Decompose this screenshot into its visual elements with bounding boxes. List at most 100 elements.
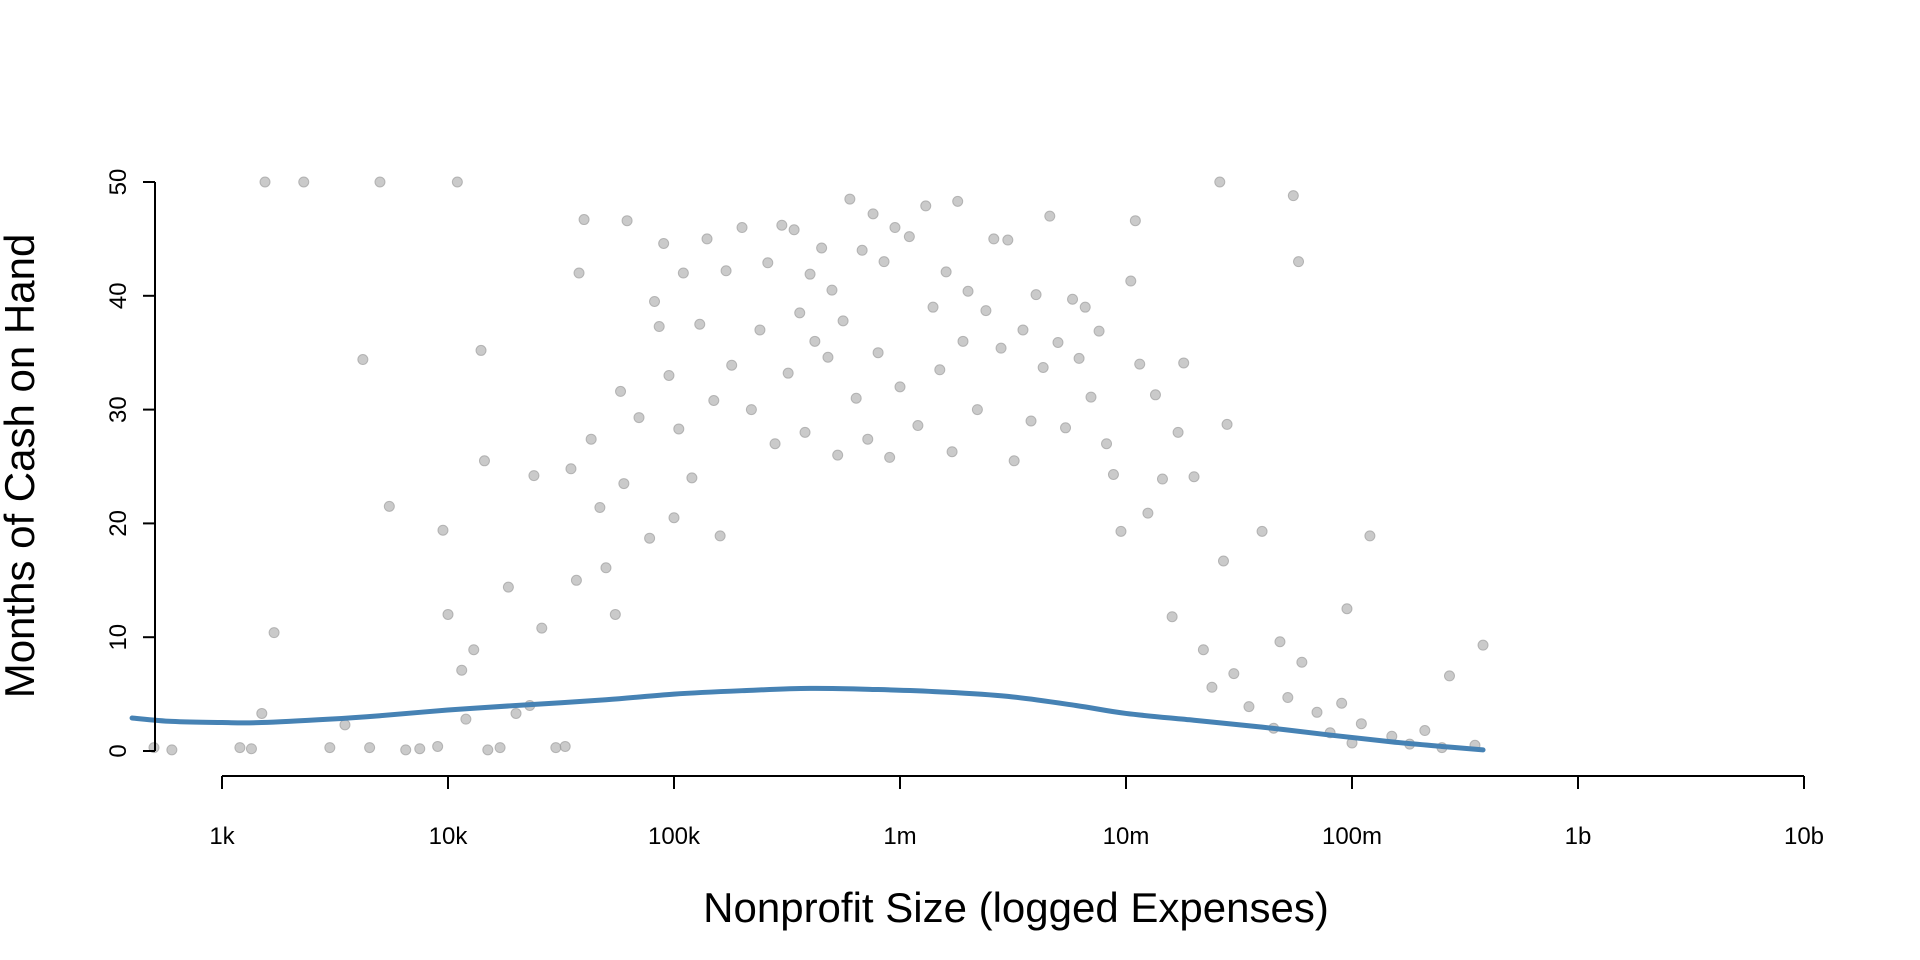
scatter-point: [1221, 418, 1233, 430]
x-tick-label: 1k: [209, 823, 235, 850]
x-tick-label: 100k: [648, 823, 701, 850]
scatter-points: [148, 176, 1489, 756]
scatter-point: [1079, 301, 1091, 313]
scatter-point: [383, 500, 395, 512]
smooth-trend-line: [129, 685, 1486, 753]
scatter-point: [980, 305, 992, 317]
scatter-point: [686, 472, 698, 484]
scatter-point: [952, 195, 964, 207]
scatter-point: [940, 266, 952, 278]
scatter-point: [903, 231, 915, 243]
scatter-point: [1419, 725, 1431, 737]
x-tick-label: 10m: [1103, 823, 1150, 850]
y-axis-title: Months of Cash on Hand: [0, 234, 43, 699]
y-tick-label: 30: [105, 396, 132, 423]
scatter-point: [708, 394, 720, 406]
scatter-point: [844, 193, 856, 205]
x-axis: 1k 10k 100k 1m 10m 100m 1b 10b: [209, 775, 1824, 850]
y-tick-label: 10: [105, 624, 132, 651]
scatter-point: [1017, 324, 1029, 336]
scatter-point: [1287, 190, 1299, 202]
scatter-point: [794, 307, 806, 319]
scatter-point: [1142, 507, 1154, 519]
scatter-point: [988, 233, 1000, 245]
scatter-point: [788, 224, 800, 236]
scatter-point: [633, 412, 645, 424]
scatter-point: [1134, 358, 1146, 370]
scatter-point: [456, 664, 468, 676]
scatter-point: [565, 463, 577, 475]
scatter-point: [946, 446, 958, 458]
scatter-point: [769, 438, 781, 450]
scatter-point: [736, 222, 748, 234]
scatter-point: [1206, 681, 1218, 693]
scatter-point: [822, 351, 834, 363]
scatter-point: [782, 367, 794, 379]
scatter-point: [1311, 706, 1323, 718]
scatter-point: [1341, 603, 1353, 615]
scatter-point: [1067, 293, 1079, 305]
scatter-point: [451, 176, 463, 188]
scatter-point: [528, 470, 540, 482]
scatter-point: [1101, 438, 1113, 450]
scatter-point: [1002, 234, 1014, 246]
scatter-point: [259, 176, 271, 188]
x-tick-label: 1b: [1565, 823, 1592, 850]
scatter-point: [364, 742, 376, 754]
scatter-point: [832, 449, 844, 461]
scatter-point: [668, 512, 680, 524]
scatter-point: [585, 433, 597, 445]
scatter-point: [826, 284, 838, 296]
scatter-point: [1037, 361, 1049, 373]
scatter-point: [550, 742, 562, 754]
y-tick-label: 40: [105, 282, 132, 309]
scatter-point: [502, 581, 514, 593]
scatter-point: [1443, 670, 1455, 682]
scatter-point: [460, 713, 472, 725]
scatter-point: [1214, 176, 1226, 188]
scatter-point: [357, 354, 369, 366]
scatter-point: [889, 222, 901, 234]
scatter-point: [1166, 611, 1178, 623]
scatter-point: [400, 744, 412, 756]
scatter-point: [1274, 636, 1286, 648]
scatter-point: [374, 176, 386, 188]
scatter-point: [653, 321, 665, 333]
scatter-point: [1296, 656, 1308, 668]
scatter-point: [298, 176, 310, 188]
scatter-point: [536, 622, 548, 634]
scatter-point: [726, 359, 738, 371]
scatter-point: [649, 295, 661, 307]
scatter-point: [1256, 525, 1268, 537]
scatter-point: [600, 562, 612, 574]
scatter-point: [957, 335, 969, 347]
x-tick-label: 10b: [1784, 823, 1824, 850]
x-tick-label: 100m: [1322, 823, 1382, 850]
scatter-point: [1093, 325, 1105, 337]
scatter-point: [884, 451, 896, 463]
trend-line-path: [129, 685, 1486, 753]
x-tick-label: 10k: [429, 823, 469, 850]
scatter-point: [494, 742, 506, 754]
scatter-point: [510, 707, 522, 719]
scatter-point: [971, 404, 983, 416]
scatter-point: [694, 318, 706, 330]
scatter-point: [776, 219, 788, 231]
scatter-point: [1282, 692, 1294, 704]
scatter-point: [878, 256, 890, 268]
scatter-point: [594, 501, 606, 513]
scatter-point: [621, 215, 633, 227]
scatter-point: [475, 344, 487, 356]
scatter-point: [1364, 530, 1376, 542]
scatter-point: [1030, 289, 1042, 301]
scatter-point: [1197, 644, 1209, 656]
scatter-point: [1115, 525, 1127, 537]
scatter-point: [809, 335, 821, 347]
scatter-point: [677, 267, 689, 279]
scatter-point: [1477, 639, 1489, 651]
scatter-point: [644, 532, 656, 544]
scatter-point: [799, 426, 811, 438]
scatter-point: [745, 404, 757, 416]
scatter-point: [324, 742, 336, 754]
